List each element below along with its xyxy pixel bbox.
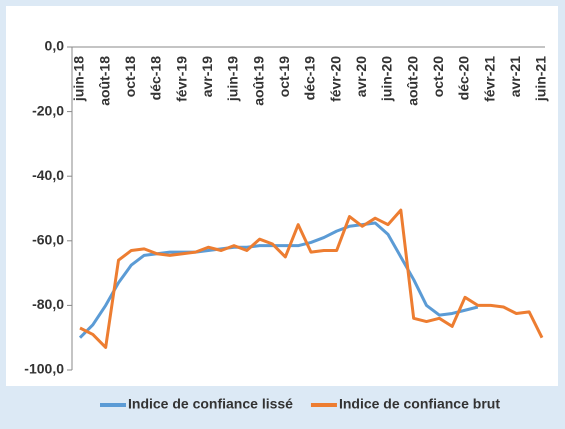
x-tick-label: juin-19	[225, 56, 241, 102]
x-tick-label: juin-18	[71, 56, 87, 102]
y-tick-label: -40,0	[32, 167, 64, 183]
y-tick-label: 0,0	[45, 38, 65, 54]
legend-label: Indice de confiance brut	[339, 396, 500, 412]
x-tick-label: août-20	[404, 56, 420, 106]
x-tick-label: févr-21	[481, 56, 497, 102]
x-tick-label: août-19	[250, 56, 266, 106]
x-tick-label: juin-20	[379, 56, 395, 102]
x-tick-label: août-18	[96, 56, 112, 106]
legend-label: Indice de confiance lissé	[128, 396, 293, 412]
x-tick-label: oct-18	[122, 56, 138, 97]
series-line	[78, 221, 479, 339]
x-tick-label: déc-18	[148, 56, 164, 101]
x-tick-label: avr-19	[199, 56, 215, 97]
x-tick-label: avr-20	[353, 56, 369, 97]
x-tick-label: avr-21	[507, 56, 523, 97]
x-tick-label: juin-21	[533, 56, 549, 102]
chart-area	[6, 6, 558, 386]
y-tick-label: -80,0	[32, 296, 64, 312]
x-tick-label: déc-19	[302, 56, 318, 101]
y-tick-label: -60,0	[32, 232, 64, 248]
y-tick-label: -20,0	[32, 102, 64, 118]
x-tick-label: déc-20	[456, 56, 472, 101]
series-line	[79, 208, 544, 349]
x-tick-label: févr-20	[327, 56, 343, 102]
x-tick-label: oct-20	[430, 56, 446, 97]
x-tick-label: févr-19	[173, 56, 189, 102]
y-tick-label: -100,0	[24, 361, 64, 377]
x-tick-label: oct-19	[276, 56, 292, 97]
